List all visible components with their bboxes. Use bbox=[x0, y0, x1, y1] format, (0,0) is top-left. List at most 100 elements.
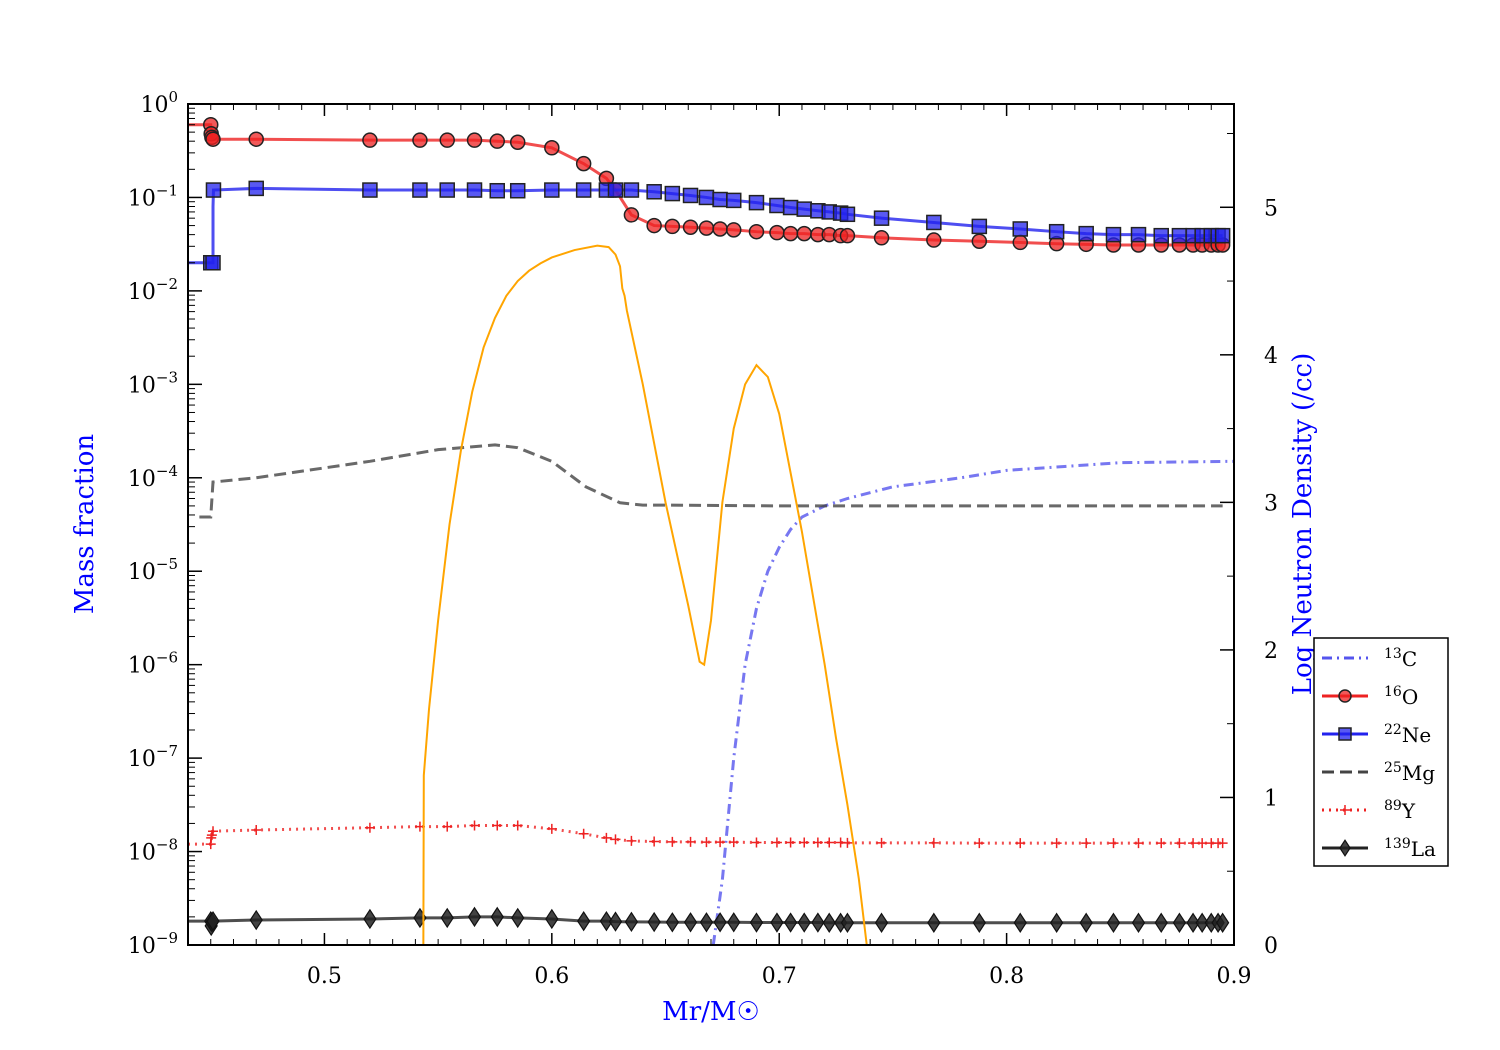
y-tick-label: 10−5 bbox=[128, 555, 178, 585]
data-point-16O-11 bbox=[544, 140, 560, 156]
series-line-139La bbox=[188, 915, 1223, 927]
data-point-16O-16 bbox=[646, 217, 662, 234]
data-point-16O-25 bbox=[796, 225, 812, 242]
data-point-139La-3 bbox=[206, 910, 220, 932]
data-point-139La-15 bbox=[624, 911, 639, 933]
y-tick-label: 10−9 bbox=[128, 929, 178, 959]
data-point-139La-27 bbox=[822, 912, 836, 933]
x-axis-label: Mr/M☉ bbox=[662, 997, 760, 1027]
data-point-22Ne-28 bbox=[839, 206, 856, 223]
data-point-22Ne-6 bbox=[439, 182, 455, 198]
data-point-22Ne-31 bbox=[971, 218, 988, 235]
data-point-16O-33 bbox=[1012, 234, 1029, 251]
data-point-22Ne-13 bbox=[607, 182, 624, 198]
y-tick-label: 10−1 bbox=[128, 181, 178, 211]
data-point-139La-14 bbox=[608, 911, 623, 932]
data-point-89Y-7 bbox=[442, 821, 453, 832]
legend-label-13C: 13C bbox=[1384, 646, 1417, 671]
data-point-89Y-27 bbox=[824, 837, 835, 848]
data-point-139La-19 bbox=[699, 912, 714, 933]
y2-tick-label: 1 bbox=[1264, 786, 1278, 811]
data-point-89Y-36 bbox=[1108, 838, 1119, 849]
legend-label-16O: 16O bbox=[1384, 684, 1418, 709]
data-point-89Y-18 bbox=[685, 836, 696, 847]
data-point-89Y-23 bbox=[771, 837, 782, 848]
y2-tick-label: 5 bbox=[1264, 196, 1278, 221]
data-point-139La-4 bbox=[249, 909, 263, 931]
data-point-139La-12 bbox=[576, 910, 591, 932]
data-point-16O-20 bbox=[712, 221, 728, 237]
legend-marker-16O bbox=[1338, 689, 1352, 703]
data-point-22Ne-21 bbox=[748, 194, 765, 211]
data-point-89Y-8 bbox=[469, 820, 480, 831]
data-point-22Ne-36 bbox=[1130, 226, 1147, 243]
legend-item-25Mg: 25Mg bbox=[1322, 760, 1435, 785]
data-point-89Y-13 bbox=[601, 832, 612, 843]
data-point-139La-41 bbox=[1195, 912, 1209, 933]
legend-label-89Y: 89Y bbox=[1384, 798, 1416, 823]
data-point-22Ne-1 bbox=[205, 255, 221, 271]
y2-tick-label: 0 bbox=[1264, 934, 1278, 959]
data-point-139La-24 bbox=[783, 912, 798, 933]
data-point-22Ne-5 bbox=[412, 182, 428, 198]
legend-item-13C: 13C bbox=[1322, 646, 1417, 671]
series-22Ne bbox=[188, 180, 1231, 271]
x-tick-label: 0.7 bbox=[762, 964, 797, 989]
data-point-22Ne-32 bbox=[1012, 221, 1029, 237]
data-point-16O-17 bbox=[664, 218, 681, 235]
data-point-16O-19 bbox=[698, 220, 715, 236]
data-point-89Y-5 bbox=[364, 822, 375, 833]
data-point-22Ne-2 bbox=[205, 182, 222, 198]
data-point-16O-7 bbox=[439, 132, 455, 148]
data-point-22Ne-16 bbox=[664, 185, 681, 202]
data-point-139La-7 bbox=[440, 907, 454, 929]
y2-axis-label: Log Neutron Density (/cc) bbox=[1288, 353, 1318, 695]
data-point-16O-32 bbox=[971, 233, 988, 249]
data-point-139La-17 bbox=[665, 912, 680, 933]
data-point-22Ne-30 bbox=[926, 214, 942, 231]
data-point-22Ne-29 bbox=[873, 210, 890, 226]
data-point-139La-22 bbox=[749, 912, 764, 933]
data-point-139La-23 bbox=[770, 912, 784, 933]
legend-label-22Ne: 22Ne bbox=[1384, 722, 1431, 747]
data-point-89Y-41 bbox=[1197, 838, 1208, 849]
data-point-139La-29 bbox=[840, 912, 855, 933]
data-point-89Y-44 bbox=[1217, 838, 1228, 849]
data-point-89Y-31 bbox=[928, 837, 939, 848]
data-point-139La-32 bbox=[972, 912, 986, 933]
data-point-139La-37 bbox=[1131, 912, 1146, 933]
legend: 13C 16O 22Ne 25Mg 89Y 139La bbox=[1313, 637, 1449, 867]
data-point-16O-3 bbox=[205, 131, 221, 147]
y2-tick-label: 3 bbox=[1264, 491, 1278, 516]
data-point-139La-25 bbox=[797, 912, 811, 933]
data-point-22Ne-14 bbox=[623, 182, 640, 198]
data-point-89Y-22 bbox=[751, 837, 762, 848]
data-point-139La-38 bbox=[1154, 912, 1168, 933]
data-point-22Ne-35 bbox=[1105, 226, 1122, 243]
data-point-89Y-32 bbox=[974, 838, 985, 849]
data-point-22Ne-22 bbox=[769, 197, 785, 214]
data-point-16O-9 bbox=[489, 133, 506, 149]
data-point-22Ne-7 bbox=[466, 182, 483, 198]
data-point-89Y-40 bbox=[1188, 838, 1199, 849]
data-point-139La-26 bbox=[811, 912, 825, 933]
data-point-139La-39 bbox=[1172, 912, 1187, 933]
data-point-16O-4 bbox=[248, 131, 264, 147]
y-tick-label: 100 bbox=[140, 88, 178, 118]
data-point-16O-22 bbox=[748, 223, 765, 240]
data-point-22Ne-3 bbox=[248, 180, 264, 197]
y2-tick-label: 4 bbox=[1264, 344, 1278, 369]
data-point-139La-10 bbox=[511, 907, 525, 929]
data-point-89Y-3 bbox=[208, 826, 219, 837]
data-point-16O-5 bbox=[362, 132, 378, 148]
data-point-16O-18 bbox=[682, 219, 699, 235]
y-tick-label: 10−6 bbox=[128, 649, 178, 679]
data-point-139La-36 bbox=[1106, 912, 1121, 933]
data-point-89Y-21 bbox=[728, 837, 739, 848]
series-layer bbox=[188, 116, 1235, 946]
data-point-139La-20 bbox=[713, 912, 727, 933]
legend-marker-89Y bbox=[1340, 805, 1350, 815]
data-point-89Y-38 bbox=[1156, 838, 1167, 849]
legend-label-139La: 139La bbox=[1384, 836, 1436, 861]
